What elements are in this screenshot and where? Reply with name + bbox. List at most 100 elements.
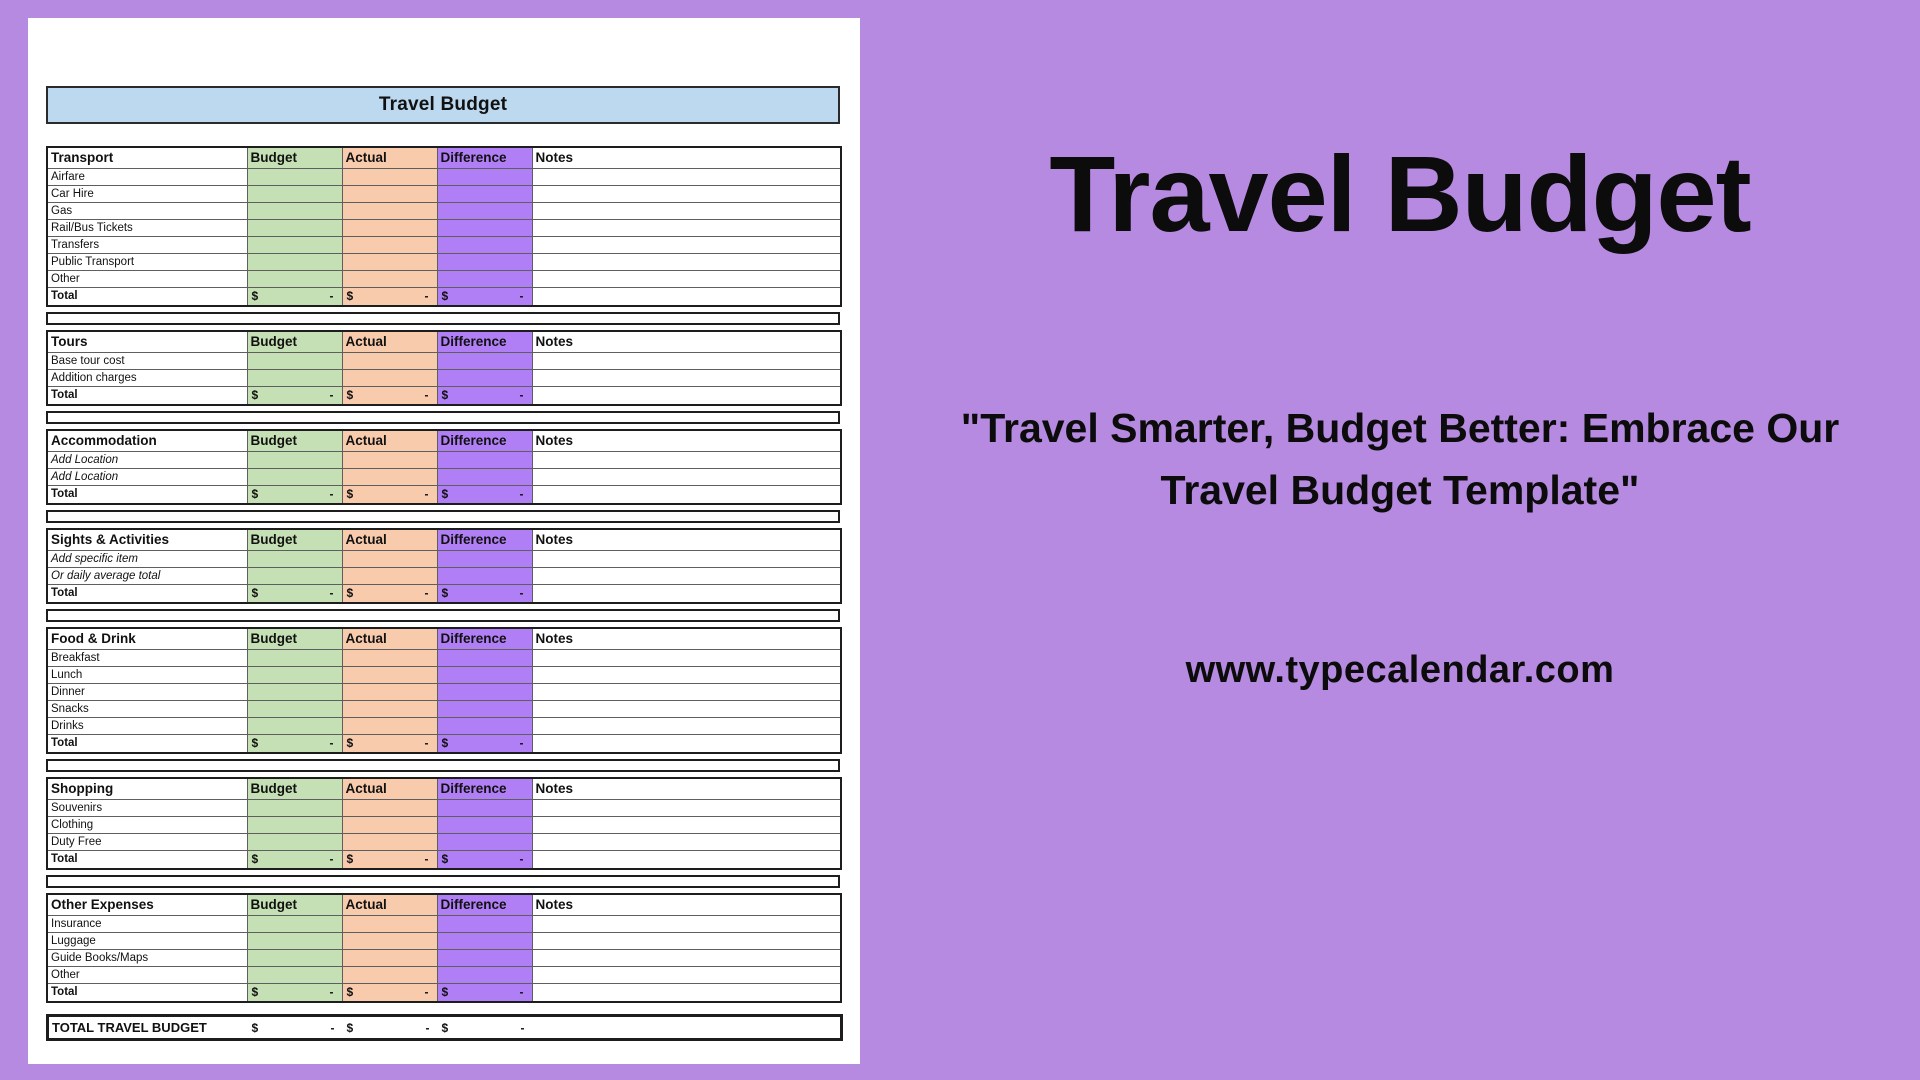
budget-item-notes-cell[interactable] xyxy=(531,832,842,851)
budget-item-budget-cell[interactable] xyxy=(246,549,343,568)
budget-item-budget-cell[interactable] xyxy=(246,235,343,254)
budget-item-actual-cell[interactable] xyxy=(341,798,438,817)
budget-item-difference-cell[interactable] xyxy=(436,218,533,237)
budget-item-actual-cell[interactable] xyxy=(341,931,438,950)
budget-item-difference-cell[interactable] xyxy=(436,948,533,967)
budget-item-difference-cell[interactable] xyxy=(436,716,533,735)
budget-item-actual-cell[interactable] xyxy=(341,566,438,585)
budget-item-budget-cell[interactable] xyxy=(246,965,343,984)
budget-item-difference-cell[interactable] xyxy=(436,450,533,469)
budget-item-actual-cell[interactable] xyxy=(341,948,438,967)
budget-item-actual-cell[interactable] xyxy=(341,965,438,984)
budget-item-notes-cell[interactable] xyxy=(531,798,842,817)
budget-item-notes-cell[interactable] xyxy=(531,566,842,585)
budget-item-actual-cell[interactable] xyxy=(341,815,438,834)
budget-item-notes-cell[interactable] xyxy=(531,269,842,288)
budget-item-difference-cell[interactable] xyxy=(436,184,533,203)
budget-item-notes-cell[interactable] xyxy=(531,914,842,933)
budget-item-notes-cell[interactable] xyxy=(531,252,842,271)
budget-item-notes-cell[interactable] xyxy=(531,450,842,469)
budget-item-budget-cell[interactable] xyxy=(246,467,343,486)
budget-item-actual-cell[interactable] xyxy=(341,549,438,568)
budget-item-difference-cell[interactable] xyxy=(436,549,533,568)
budget-item-notes-cell[interactable] xyxy=(531,351,842,370)
budget-item-difference-cell[interactable] xyxy=(436,815,533,834)
budget-item-difference-cell[interactable] xyxy=(436,699,533,718)
budget-item-budget-cell[interactable] xyxy=(246,832,343,851)
budget-item-difference-cell[interactable] xyxy=(436,931,533,950)
budget-item-notes-cell[interactable] xyxy=(531,167,842,186)
budget-item-difference-cell[interactable] xyxy=(436,269,533,288)
budget-item-actual-cell[interactable] xyxy=(341,252,438,271)
budget-item-difference-cell[interactable] xyxy=(436,665,533,684)
budget-item-budget-cell[interactable] xyxy=(246,566,343,585)
budget-item-notes-cell[interactable] xyxy=(531,815,842,834)
budget-item-difference-cell[interactable] xyxy=(436,368,533,387)
budget-item-budget-cell[interactable] xyxy=(246,931,343,950)
budget-item-actual-cell[interactable] xyxy=(341,716,438,735)
budget-item-notes-cell[interactable] xyxy=(531,716,842,735)
budget-item-budget-cell[interactable] xyxy=(246,167,343,186)
budget-item-difference-cell[interactable] xyxy=(436,167,533,186)
budget-item-difference-cell[interactable] xyxy=(436,351,533,370)
budget-item-notes-cell[interactable] xyxy=(531,665,842,684)
budget-item-budget-cell[interactable] xyxy=(246,716,343,735)
budget-item-actual-cell[interactable] xyxy=(341,269,438,288)
budget-item-actual-cell[interactable] xyxy=(341,648,438,667)
budget-item-difference-cell[interactable] xyxy=(436,965,533,984)
budget-item-budget-cell[interactable] xyxy=(246,351,343,370)
budget-item-difference-cell[interactable] xyxy=(436,648,533,667)
budget-item-actual-cell[interactable] xyxy=(341,914,438,933)
budget-item-notes-cell[interactable] xyxy=(531,948,842,967)
budget-item-actual-cell[interactable] xyxy=(341,699,438,718)
budget-item-difference-cell[interactable] xyxy=(436,566,533,585)
budget-item-difference-cell[interactable] xyxy=(436,914,533,933)
budget-item-actual-cell[interactable] xyxy=(341,450,438,469)
budget-item-budget-cell[interactable] xyxy=(246,184,343,203)
budget-item-budget-cell[interactable] xyxy=(246,252,343,271)
budget-item-budget-cell[interactable] xyxy=(246,218,343,237)
budget-item-budget-cell[interactable] xyxy=(246,368,343,387)
budget-item-notes-cell[interactable] xyxy=(531,184,842,203)
budget-item-difference-cell[interactable] xyxy=(436,235,533,254)
budget-item-budget-cell[interactable] xyxy=(246,201,343,220)
budget-item-difference-cell[interactable] xyxy=(436,201,533,220)
budget-item-budget-cell[interactable] xyxy=(246,815,343,834)
budget-item-notes-cell[interactable] xyxy=(531,235,842,254)
budget-item-difference-cell[interactable] xyxy=(436,252,533,271)
budget-item-actual-cell[interactable] xyxy=(341,467,438,486)
budget-item-budget-cell[interactable] xyxy=(246,914,343,933)
budget-item-budget-cell[interactable] xyxy=(246,648,343,667)
budget-item-actual-cell[interactable] xyxy=(341,832,438,851)
budget-item-notes-cell[interactable] xyxy=(531,682,842,701)
budget-item-difference-cell[interactable] xyxy=(436,467,533,486)
budget-item-budget-cell[interactable] xyxy=(246,665,343,684)
budget-item-budget-cell[interactable] xyxy=(246,798,343,817)
budget-item-difference-cell[interactable] xyxy=(436,798,533,817)
budget-item-notes-cell[interactable] xyxy=(531,201,842,220)
budget-item-notes-cell[interactable] xyxy=(531,549,842,568)
budget-item-actual-cell[interactable] xyxy=(341,167,438,186)
budget-item-actual-cell[interactable] xyxy=(341,665,438,684)
budget-item-notes-cell[interactable] xyxy=(531,699,842,718)
budget-item-notes-cell[interactable] xyxy=(531,965,842,984)
budget-item-notes-cell[interactable] xyxy=(531,931,842,950)
budget-item-budget-cell[interactable] xyxy=(246,450,343,469)
budget-item-budget-cell[interactable] xyxy=(246,269,343,288)
budget-item-difference-cell[interactable] xyxy=(436,832,533,851)
budget-item-actual-cell[interactable] xyxy=(341,184,438,203)
budget-item-actual-cell[interactable] xyxy=(341,218,438,237)
budget-item-actual-cell[interactable] xyxy=(341,351,438,370)
budget-item-budget-cell[interactable] xyxy=(246,948,343,967)
budget-item-budget-cell[interactable] xyxy=(246,682,343,701)
budget-item-actual-cell[interactable] xyxy=(341,235,438,254)
budget-item-budget-cell[interactable] xyxy=(246,699,343,718)
budget-item-actual-cell[interactable] xyxy=(341,682,438,701)
budget-item-notes-cell[interactable] xyxy=(531,648,842,667)
budget-item-actual-cell[interactable] xyxy=(341,368,438,387)
budget-item-notes-cell[interactable] xyxy=(531,368,842,387)
budget-item-actual-cell[interactable] xyxy=(341,201,438,220)
budget-item-difference-cell[interactable] xyxy=(436,682,533,701)
budget-item-notes-cell[interactable] xyxy=(531,467,842,486)
budget-item-notes-cell[interactable] xyxy=(531,218,842,237)
